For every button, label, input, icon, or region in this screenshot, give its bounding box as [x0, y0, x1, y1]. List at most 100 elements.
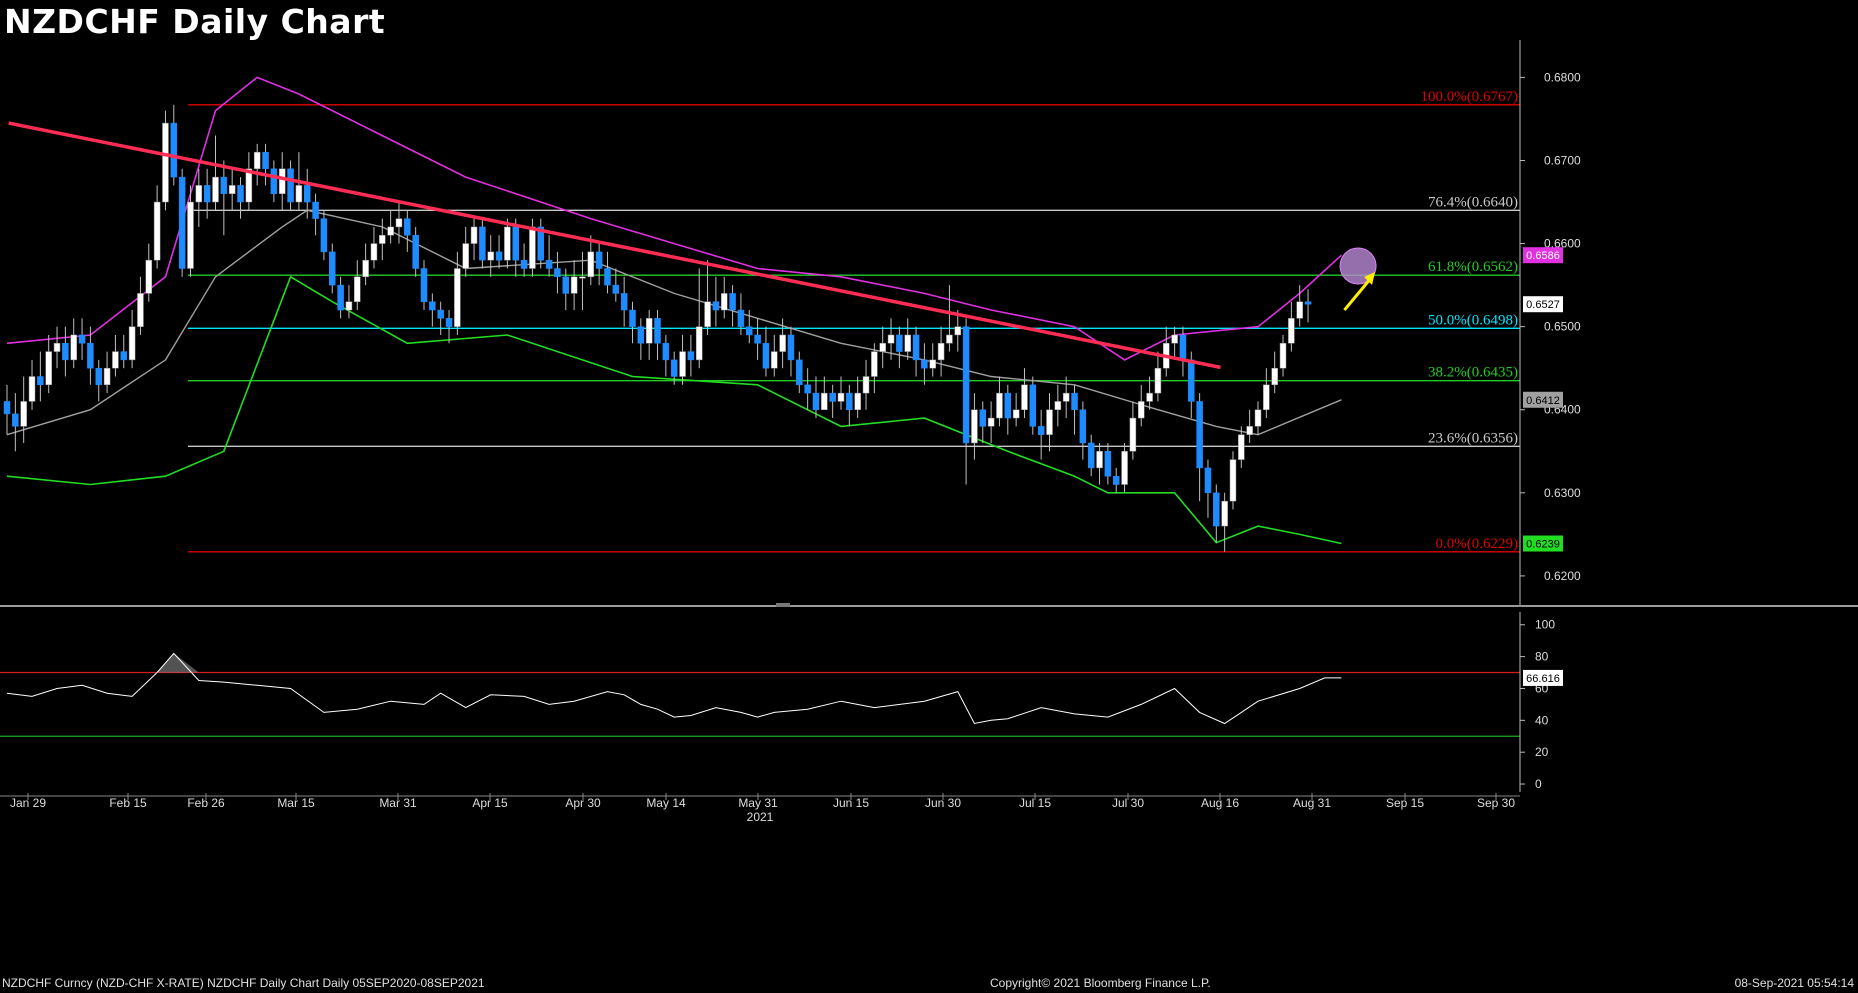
price-tag-label: 0.6527 [1526, 299, 1560, 311]
candle-up [20, 401, 27, 427]
candle-down [595, 251, 603, 269]
candle-up [771, 351, 778, 369]
candle-up [887, 334, 895, 344]
candle-up [187, 201, 194, 269]
candle-down [729, 293, 736, 311]
candle-up [1221, 500, 1228, 527]
candle-down [1079, 409, 1087, 444]
candle-up [28, 376, 36, 402]
candle-down [404, 218, 411, 236]
candle-down [495, 251, 503, 261]
candle-down [12, 413, 19, 427]
time-tick-label: Feb 15 [109, 796, 147, 810]
candle-down [1037, 426, 1045, 435]
candle-down [520, 259, 528, 269]
candle-down [762, 343, 770, 369]
time-tick-label: Sep 15 [1386, 796, 1424, 810]
price-tag [1523, 391, 1563, 408]
time-tick-label: Aug 16 [1201, 796, 1239, 810]
candle-up [1121, 451, 1128, 485]
candle-down [846, 392, 853, 410]
candle-down [429, 301, 436, 311]
candle-down [303, 185, 311, 203]
candle-down [962, 326, 970, 444]
candle-down [1104, 451, 1112, 477]
candle-down [637, 326, 645, 344]
time-tick-label: Jan 29 [10, 796, 46, 810]
candle-down [78, 334, 86, 344]
candle-up [45, 351, 52, 386]
candle-down [479, 226, 486, 261]
candle-up [53, 343, 61, 352]
rsi-value-tag [1523, 669, 1563, 686]
candle-up [487, 251, 494, 261]
candle-down [712, 301, 720, 311]
moving-average-line [6, 209, 1342, 436]
candle-down [629, 309, 636, 327]
candle-down [787, 334, 795, 361]
candle-down [178, 176, 186, 269]
candle-down [512, 226, 519, 261]
candle-down [312, 201, 319, 219]
candle-down [921, 359, 928, 369]
candle-up [570, 276, 578, 294]
candle-down [662, 343, 670, 361]
candle-up [1129, 417, 1137, 452]
footer-copyright: Copyright© 2021 Bloomberg Finance L.P. [990, 976, 1211, 990]
candle-up [1096, 451, 1103, 469]
footer-source: NZDCHF Curncy (NZD-CHF X-RATE) NZDCHF Da… [2, 976, 485, 990]
candle-down [120, 351, 128, 361]
candle-down [746, 326, 753, 336]
candle-up [1146, 392, 1153, 402]
candle-up [929, 359, 936, 369]
time-tick-label: Apr 30 [565, 796, 601, 810]
candle-down [437, 309, 444, 319]
candle-up [779, 334, 786, 352]
candle-up [504, 226, 511, 261]
candle-up [362, 259, 369, 278]
candle-up [345, 301, 353, 311]
candle-up [454, 268, 461, 327]
price-tag-label: 0.6239 [1526, 539, 1560, 551]
candle-up [195, 185, 203, 203]
candle-down [3, 401, 11, 415]
candle-up [904, 334, 911, 352]
candle-up [295, 185, 303, 203]
price-tick-label: 0.6600 [1544, 237, 1581, 251]
candle-up [228, 185, 236, 194]
fibonacci-levels: 100.0%(0.6767) 76.4%(0.6640) 61.8%(0.6562)… [188, 89, 1520, 553]
candle-up [720, 293, 728, 311]
time-tick-label: Jun 15 [833, 796, 869, 810]
candle-up [821, 392, 828, 410]
candle-up [937, 343, 945, 361]
main-grid [0, 603, 1858, 607]
rsi-tick-label: 0 [1535, 777, 1542, 791]
candle-up [854, 392, 861, 410]
footer-timestamp: 08-Sep-2021 05:54:14 [1734, 976, 1854, 990]
candle-up [987, 417, 995, 427]
candle-up [162, 122, 169, 203]
candle-up [1238, 434, 1245, 460]
candle-up [971, 409, 978, 444]
candle-up [871, 351, 878, 377]
price-tick-label: 0.6700 [1544, 153, 1581, 167]
candle-down [87, 343, 94, 369]
time-tick-label: Apr 15 [472, 796, 508, 810]
candle-down [170, 122, 178, 178]
time-tick-label: Jul 15 [1019, 796, 1051, 810]
indicators [6, 76, 1342, 545]
candle-up [103, 367, 111, 386]
candle-up [946, 334, 953, 344]
candle-up [1279, 343, 1287, 369]
candle-down [1087, 442, 1095, 469]
candle-down [1112, 475, 1120, 485]
price-tag-label: 0.6586 [1526, 250, 1560, 262]
candle-up [379, 235, 386, 244]
candle-down [554, 268, 561, 278]
price-tag-label: 0.6412 [1526, 395, 1560, 407]
candle-down [604, 268, 611, 286]
candle-up [1062, 392, 1070, 402]
candle-up [387, 226, 394, 236]
candle-down [1196, 401, 1203, 469]
